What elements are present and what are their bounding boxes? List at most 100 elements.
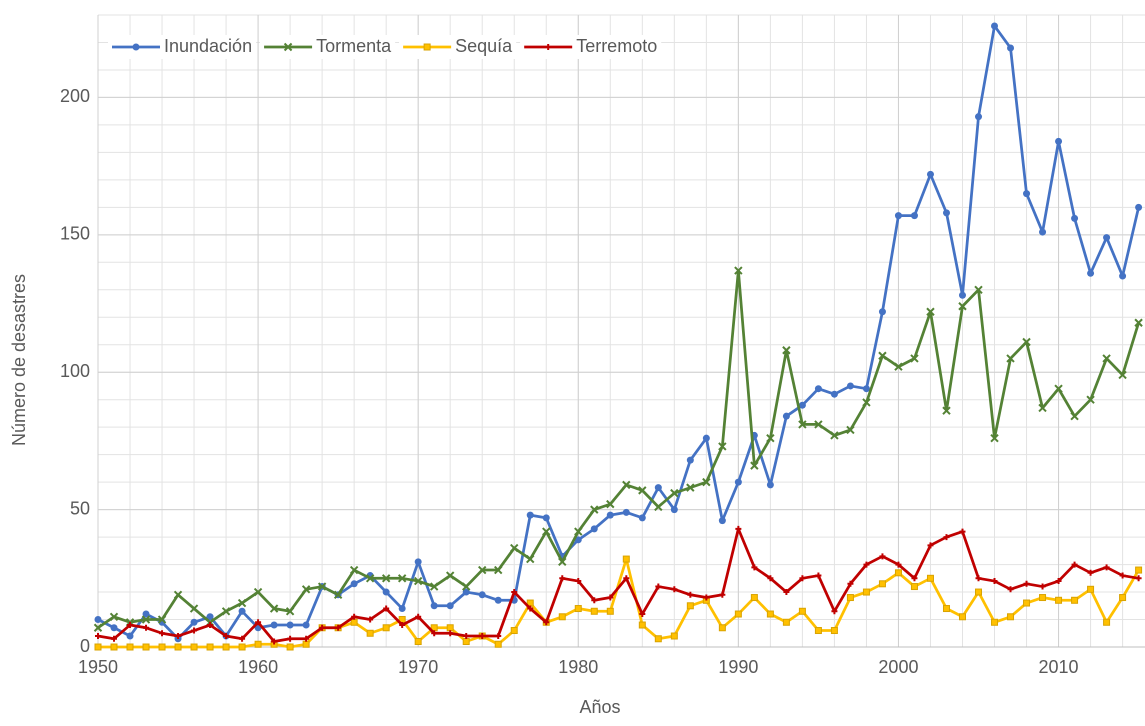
marker <box>110 624 118 632</box>
marker <box>926 170 934 178</box>
marker <box>766 433 775 443</box>
marker <box>559 575 566 582</box>
marker <box>703 594 710 601</box>
marker <box>381 574 391 583</box>
marker <box>221 607 231 616</box>
marker <box>654 484 662 492</box>
marker <box>270 621 278 629</box>
marker <box>734 610 742 618</box>
marker <box>302 640 310 648</box>
marker <box>367 616 374 623</box>
marker <box>879 553 886 560</box>
marker <box>269 604 279 613</box>
marker <box>1007 613 1015 621</box>
marker <box>782 346 791 355</box>
marker <box>830 431 839 440</box>
y-tick-label: 100 <box>60 361 90 381</box>
marker <box>239 635 246 642</box>
marker <box>109 612 119 621</box>
marker <box>847 580 854 587</box>
marker <box>783 589 790 596</box>
marker <box>191 627 198 634</box>
y-tick-label: 0 <box>80 636 90 656</box>
marker <box>814 420 823 429</box>
marker <box>702 434 710 442</box>
marker <box>686 483 695 492</box>
marker <box>511 589 518 596</box>
marker <box>158 643 166 651</box>
marker <box>93 623 103 632</box>
marker <box>1071 596 1079 604</box>
marker <box>1007 586 1014 593</box>
marker <box>766 481 774 489</box>
marker <box>142 610 150 618</box>
marker <box>175 633 182 640</box>
x-axis-title: Años <box>579 697 620 717</box>
marker <box>1135 575 1142 582</box>
marker <box>718 517 726 525</box>
marker <box>463 633 470 640</box>
marker <box>1038 403 1047 413</box>
legend-label: Terremoto <box>576 36 657 56</box>
marker <box>942 209 950 217</box>
marker <box>990 433 999 443</box>
marker <box>445 571 455 580</box>
marker <box>1023 599 1031 607</box>
marker <box>545 44 552 50</box>
marker <box>831 608 838 615</box>
marker <box>863 561 870 568</box>
marker <box>1054 384 1063 393</box>
marker <box>910 583 918 591</box>
marker <box>431 630 438 637</box>
marker <box>159 630 166 637</box>
legend-label: Sequía <box>455 36 513 56</box>
marker <box>398 605 406 613</box>
marker <box>1119 272 1127 280</box>
marker <box>132 43 140 51</box>
marker <box>1134 318 1143 327</box>
marker <box>350 580 358 588</box>
marker <box>1022 337 1031 347</box>
marker <box>542 514 550 522</box>
marker <box>910 212 918 220</box>
marker <box>1071 561 1078 568</box>
marker <box>798 401 806 409</box>
x-tick-label: 2010 <box>1039 657 1079 677</box>
marker <box>126 632 134 640</box>
marker <box>190 643 198 651</box>
marker <box>494 565 503 575</box>
marker <box>638 514 646 522</box>
marker <box>734 266 743 275</box>
marker <box>975 575 982 582</box>
marker <box>799 575 806 582</box>
marker <box>253 587 263 597</box>
legend: Inundación Tormenta Sequía Terremoto <box>108 35 662 59</box>
marker <box>1071 214 1079 222</box>
marker <box>862 398 871 407</box>
marker <box>718 624 726 632</box>
marker <box>543 619 550 626</box>
legend-label: Tormenta <box>316 36 392 56</box>
marker <box>414 638 422 646</box>
marker <box>1087 269 1095 277</box>
marker <box>991 578 998 585</box>
marker <box>767 575 774 582</box>
marker <box>910 354 919 363</box>
marker <box>558 613 566 621</box>
y-tick-label: 200 <box>60 86 90 106</box>
marker <box>1070 411 1079 421</box>
marker <box>286 643 294 651</box>
marker <box>526 554 535 564</box>
marker <box>991 618 999 626</box>
marker <box>206 613 214 621</box>
marker <box>846 382 854 390</box>
marker <box>143 624 150 631</box>
marker <box>846 594 854 602</box>
marker <box>319 624 326 631</box>
marker <box>671 586 678 593</box>
marker <box>975 113 983 121</box>
marker <box>1055 578 1062 585</box>
marker <box>942 406 951 415</box>
marker <box>958 613 966 621</box>
